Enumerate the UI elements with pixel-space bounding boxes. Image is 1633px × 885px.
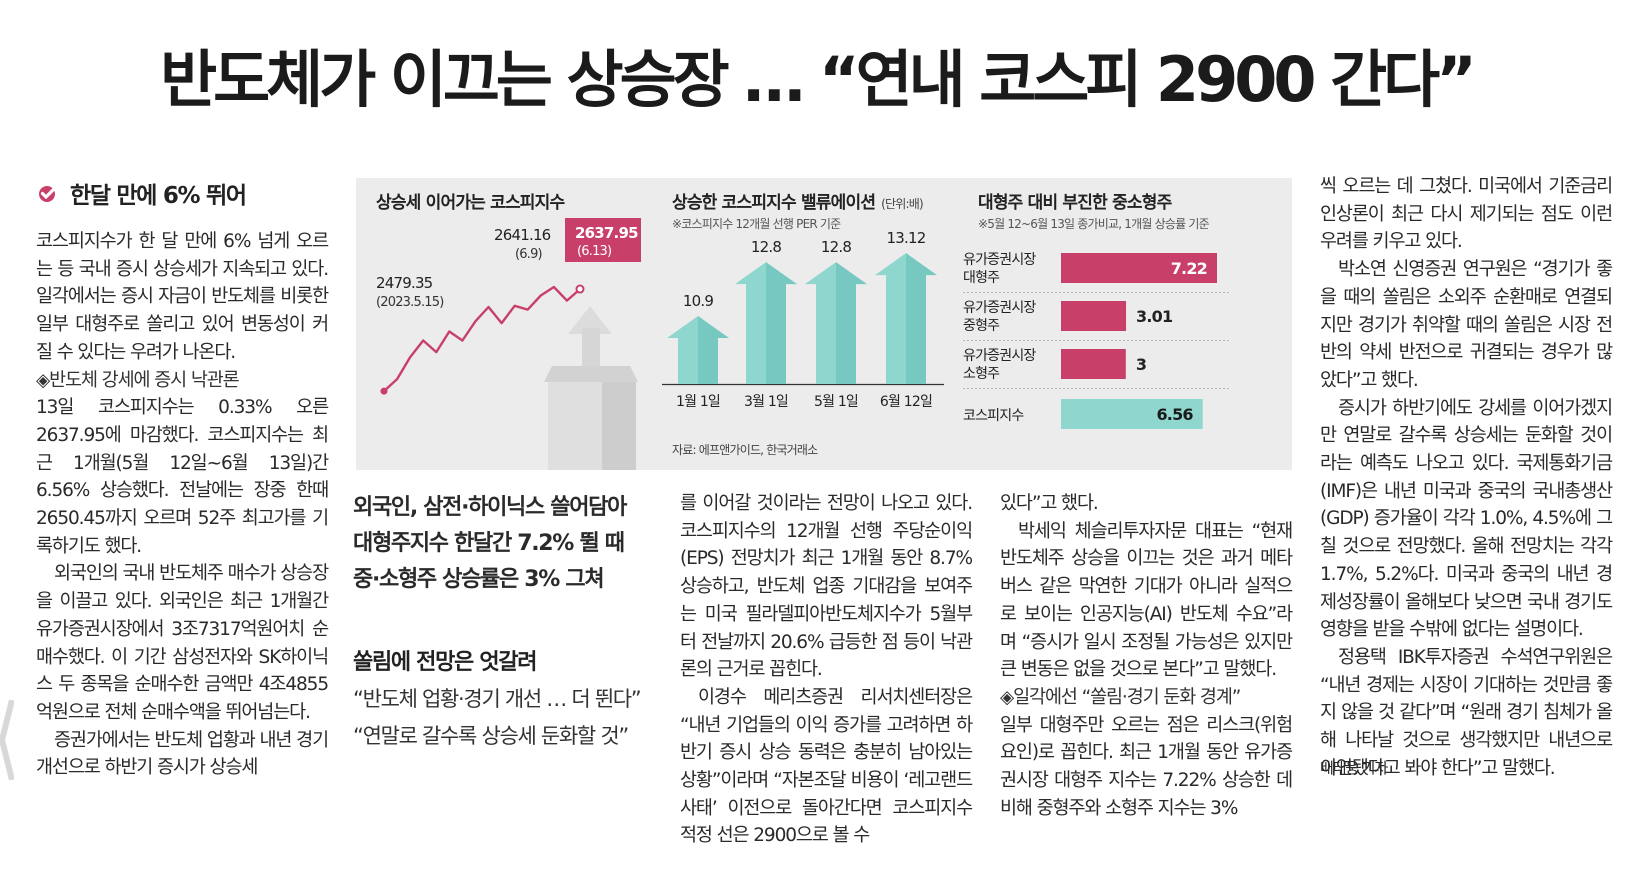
sector-label: 유가증권시장	[963, 348, 1036, 364]
valuation-bar	[667, 316, 729, 384]
paragraph: 외국인의 국내 반도체주 매수가 상승장을 이끌고 있다. 외국인은 최근 1개…	[36, 563, 329, 723]
paragraph: 증시가 하반기에도 강세를 이어가겠지만 연말로 갈수록 상승세는 둔화할 것이…	[1320, 397, 1613, 641]
section-title-text: 한달 만에 6% 뛰어	[70, 183, 247, 209]
chart3-note: ※5월 12~6월 13일 종가비교, 1개월 상승률 기준	[978, 217, 1210, 231]
sector-bar	[1061, 399, 1203, 429]
building-roof	[544, 366, 638, 382]
paragraph: 13일 코스피지수는 0.33% 오른 2637.95에 마감했다. 코스피지수…	[36, 397, 329, 557]
sector-bar-label: 3.01	[1136, 307, 1173, 326]
valuation-bar-label: 13.12	[887, 229, 926, 247]
chart2-bar-group: 10.9 1월 1일 12.8 3월 1일 12.8 5월 1일 13.12 6월 12일	[662, 229, 944, 410]
paragraph: 이경수 메리츠증권 리서치센터장은 “내년 기업들의 이익 증가를 고려하면 하…	[680, 686, 973, 847]
paragraph: 정용택 IBK투자증권 수석연구위원은 “내년 경제는 시장이 기대하는 것만큼…	[1320, 646, 1613, 779]
chart1-title: 상승세 이어가는 코스피지수	[376, 193, 565, 213]
subhead: 쏠림에 전망은 엇갈려 “반도체 업황·경기 개선 … 더 뛴다” “연말로 갈…	[353, 645, 663, 755]
valuation-bar-label: 12.8	[751, 238, 781, 256]
annotation-last-value: 2637.95	[575, 224, 638, 242]
annotation-last-box	[565, 218, 641, 262]
deck-line-2: 대형주지수 한달간 7.2% 뛸 때	[353, 531, 625, 556]
annotation-peak-value: 2641.16	[494, 226, 551, 244]
sector-bar-label: 6.56	[1156, 405, 1193, 424]
building-shade	[602, 382, 636, 470]
deck-headlines: 외국인, 삼전·하이닉스 쓸어담아 대형주지수 한달간 7.2% 뛸 때 중·소…	[353, 490, 663, 598]
valuation-bar	[805, 262, 867, 384]
valuation-bar-label: 10.9	[683, 292, 713, 310]
subheading: ◈일각에선 “쏠림·경기 둔화 경계”	[1000, 686, 1241, 708]
section-title: 한달 만에 6% 뛰어	[36, 176, 247, 210]
byline: 배태웅 기자	[1320, 759, 1388, 778]
deck-line-1: 외국인, 삼전·하이닉스 쓸어담아	[353, 495, 627, 520]
subhead-quote-1: “반도체 업황·경기 개선 … 더 뛴다”	[353, 687, 642, 711]
valuation-category-label: 1월 1일	[676, 394, 720, 410]
article-column-5: 씩 오르는 데 그쳤다. 미국에서 기준금리 인상론이 최근 다시 제기되는 점…	[1320, 173, 1613, 783]
valuation-bar-shade	[836, 262, 867, 384]
chart1-line-group: 2479.35 (2023.5.15) 2641.16 (6.9) 2637.95 (6.…	[376, 218, 641, 470]
annotation-last-date: (6.13)	[577, 244, 611, 259]
subhead-quote-2: “연말로 갈수록 상승세 둔화할 것”	[353, 724, 629, 748]
annotation-start-value: 2479.35	[376, 274, 433, 292]
valuation-bar	[875, 253, 937, 384]
paragraph: 박소연 신영증권 연구원은 “경기가 좋을 때의 쏠림은 소외주 순환매로 연결…	[1320, 259, 1613, 391]
sector-bar-label: 3	[1136, 355, 1146, 374]
chart2-title: 상승한 코스피지수 밸류에이션 (단위:배)	[672, 193, 923, 213]
annotation-start-date: (2023.5.15)	[376, 295, 444, 310]
sector-label: 유가증권시장	[963, 252, 1036, 268]
left-chevron-icon	[0, 700, 14, 780]
valuation-category-label: 5월 1일	[814, 394, 858, 410]
deck-line-3: 중·소형주 상승률은 3% 그쳐	[353, 567, 605, 592]
kospi-start-point	[380, 387, 388, 395]
paragraph: 일부 대형주만 오르는 점은 리스크(위험 요인)로 꼽힌다. 최근 1개월 동…	[1000, 714, 1293, 819]
annotation-peak-date: (6.9)	[515, 247, 542, 262]
check-circle-icon	[39, 183, 60, 202]
article-column-3: 를 이어갈 것이라는 전망이 나오고 있다. 코스피지수의 12개월 선행 주당…	[680, 490, 973, 850]
sector-bar	[1061, 349, 1126, 379]
subheading: ◈반도체 강세에 증시 낙관론	[36, 369, 240, 391]
source-note: 자료: 에프앤가이드, 한국거래소	[672, 443, 818, 457]
valuation-category-label: 3월 1일	[744, 394, 788, 410]
kospi-end-point	[575, 284, 585, 294]
paragraph: 코스피지수가 한 달 만에 6% 넘게 오르는 등 국내 증시 상승세가 지속되…	[36, 231, 329, 363]
paragraph: 박세익 체슬리투자자문 대표는 “현재 반도체주 상승을 이끄는 것은 과거 메…	[1000, 520, 1293, 681]
sector-bar-label: 7.22	[1171, 259, 1207, 278]
infographic-svg: 상승세 이어가는 코스피지수 2479.35 (2023.5.15) 2641.16…	[376, 192, 1231, 470]
article-column-4: 있다”고 했다. 박세익 체슬리투자자문 대표는 “현재 반도체주 상승을 이끄…	[1000, 490, 1293, 822]
building-tower	[582, 328, 600, 368]
sector-bar	[1061, 253, 1217, 283]
chart3-title: 대형주 대비 부진한 중소형주	[978, 192, 1173, 213]
valuation-bar-label: 12.8	[821, 238, 851, 256]
paragraph: 있다”고 했다.	[1000, 493, 1099, 514]
valuation-bar-shade	[906, 253, 937, 384]
sector-label: 중형주	[963, 318, 1000, 334]
building-arrow	[568, 306, 612, 334]
infographic: 상승세 이어가는 코스피지수 2479.35 (2023.5.15) 2641.16…	[356, 178, 1292, 470]
subhead-title: 쏠림에 전망은 엇갈려	[353, 650, 537, 675]
sector-label: 소형주	[963, 366, 1000, 382]
sector-label: 대형주	[963, 270, 1000, 286]
paragraph: 씩 오르는 데 그쳤다. 미국에서 기준금리 인상론이 최근 다시 제기되는 점…	[1320, 176, 1613, 253]
article-column-1: 코스피지수가 한 달 만에 6% 넘게 오르는 등 국내 증시 상승세가 지속되…	[36, 228, 329, 782]
headline: 반도체가 이끄는 상승장 … “연내 코스피 2900 간다”	[160, 43, 1477, 116]
chart2-note: ※코스피지수 12개월 선행 PER 기준	[672, 216, 841, 231]
valuation-bar-shade	[766, 262, 797, 384]
sector-bar	[1061, 301, 1127, 331]
paragraph: 를 이어갈 것이라는 전망이 나오고 있다. 코스피지수의 12개월 선행 주당…	[680, 493, 973, 681]
sector-label: 유가증권시장	[963, 300, 1036, 316]
paragraph: 증권가에서는 반도체 업황과 내년 경기 개선으로 하반기 증시가 상승세	[36, 729, 329, 779]
valuation-bar-shade	[698, 316, 729, 384]
valuation-bar	[735, 262, 797, 384]
valuation-category-label: 6월 12일	[880, 394, 932, 410]
sector-label: 코스피지수	[963, 408, 1024, 424]
kospi-line	[383, 285, 581, 392]
